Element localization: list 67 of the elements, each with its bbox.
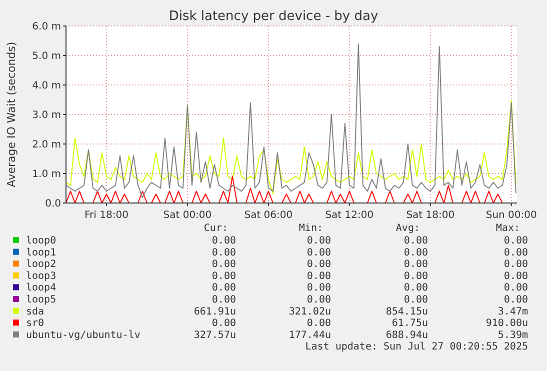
legend-label: loop2: [26, 259, 56, 270]
text: 0.00: [212, 294, 236, 306]
text: Min:: [298, 223, 323, 234]
text: 0.00: [504, 259, 528, 270]
legend-label: loop3: [26, 270, 56, 282]
text: 177.44u: [288, 330, 331, 341]
x-tick-label: Sat 00:00: [163, 210, 212, 221]
x-tick-label: Sat 18:00: [406, 210, 455, 221]
text: 0.00: [306, 282, 331, 294]
text: 0.00: [504, 282, 528, 294]
text: 0.00: [212, 318, 236, 330]
y-tick-label: 1.0 m: [32, 169, 61, 180]
text: 0.00: [504, 270, 528, 282]
text: 910.00u: [486, 318, 528, 330]
y-tick-label: 2.0 m: [32, 140, 61, 150]
text: 854.15u: [386, 306, 428, 318]
y-tick-label: 0.0: [45, 198, 61, 210]
chart-title: Disk latency per device - by day: [168, 9, 378, 24]
text: 0.00: [306, 270, 331, 282]
text: 0.00: [212, 259, 236, 270]
text: Last update: Sun Jul 27 00:20:55 2025: [305, 342, 528, 353]
text: Cur:: [204, 223, 228, 234]
text: 0.00: [306, 294, 331, 306]
text: 0.00: [306, 247, 331, 258]
text: 0.00: [212, 282, 236, 294]
text: 0.00: [404, 270, 428, 282]
text: 0.00: [504, 294, 528, 306]
y-tick-label: 5.0 m: [32, 51, 61, 62]
text: 688.94u: [386, 330, 428, 341]
legend-label: loop1: [26, 247, 56, 258]
line-series: [66, 43, 516, 198]
text: 327.57u: [194, 330, 236, 341]
text: 5.39m: [498, 330, 528, 341]
text: 0.00: [212, 270, 236, 282]
legend-label: ubuntu-vg/ubuntu-lv: [26, 330, 140, 341]
text: 0.00: [212, 236, 236, 246]
text: 321.02u: [288, 306, 331, 318]
y-tick-label: 4.0 m: [32, 80, 61, 92]
text: 0.00: [504, 247, 528, 258]
text: 0.00: [404, 236, 428, 246]
text: 0.00: [404, 247, 428, 258]
legend-label: loop4: [26, 282, 56, 294]
y-tick-label: 3.0 m: [32, 110, 61, 121]
x-tick-label: Sat 12:00: [325, 210, 374, 221]
text: 61.75u: [392, 318, 428, 330]
text: 661.91u: [194, 306, 236, 318]
text: Avg:: [396, 223, 420, 234]
x-tick-label: Sun 00:00: [486, 210, 537, 221]
text: 0.00: [306, 236, 331, 246]
legend-label: sda: [26, 306, 44, 318]
y-tick-label: 6.0 m: [32, 22, 61, 32]
x-tick-label: Sat 06:00: [244, 210, 293, 221]
y-axis-title: Average IO Wait (seconds): [5, 42, 18, 188]
legend-label: loop5: [26, 294, 56, 306]
text: 0.00: [404, 294, 428, 306]
text: 0.00: [212, 247, 236, 258]
legend-label: sr0: [26, 318, 44, 330]
legend-label: loop0: [26, 236, 56, 246]
text: 0.00: [504, 236, 528, 246]
text: 0.00: [404, 259, 428, 270]
text: 0.00: [306, 318, 331, 330]
x-tick-label: Fri 18:00: [84, 210, 128, 221]
text: Max:: [496, 223, 520, 234]
text: 3.47m: [498, 306, 528, 318]
text: 0.00: [404, 282, 428, 294]
line-series: [66, 100, 516, 194]
text: 0.00: [306, 259, 331, 270]
